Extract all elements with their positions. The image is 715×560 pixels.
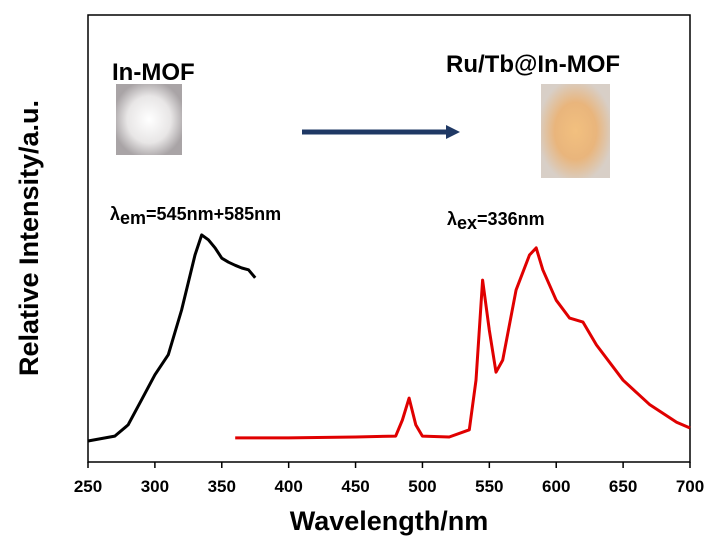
annotation: λex=336nm — [447, 209, 545, 233]
x-tick-label: 250 — [74, 477, 102, 496]
arrow-head — [446, 125, 460, 139]
annotation-symbol: λ — [110, 204, 120, 224]
x-tick-label: 650 — [609, 477, 637, 496]
sample-label: Ru/Tb@In-MOF — [446, 51, 620, 78]
sample-photo — [541, 84, 610, 178]
x-tick-label: 350 — [208, 477, 236, 496]
annotation-text: =545nm+585nm — [146, 204, 281, 224]
sample-photo — [116, 84, 182, 155]
x-tick-label: 300 — [141, 477, 169, 496]
annotation-symbol: λ — [447, 209, 457, 229]
sample-label: In-MOF — [112, 59, 195, 86]
spectrum-line — [88, 235, 255, 441]
annotation-sub: em — [120, 208, 146, 228]
annotation-text: =336nm — [477, 209, 545, 229]
x-tick-label: 500 — [408, 477, 436, 496]
annotation-sub: ex — [457, 213, 477, 233]
x-tick-label: 550 — [475, 477, 503, 496]
chart: In-MOF Ru/Tb@In-MOF λem=545nm+585nm λex=… — [0, 0, 715, 555]
x-tick-label: 700 — [676, 477, 704, 496]
spectrum-line — [235, 248, 690, 438]
x-tick-label: 450 — [341, 477, 369, 496]
x-tick-label: 400 — [274, 477, 302, 496]
y-axis-label: Relative Intensity/a.u. — [14, 100, 44, 376]
x-axis-label: Wavelength/nm — [290, 506, 489, 536]
annotation: λem=545nm+585nm — [110, 204, 281, 228]
x-tick-label: 600 — [542, 477, 570, 496]
